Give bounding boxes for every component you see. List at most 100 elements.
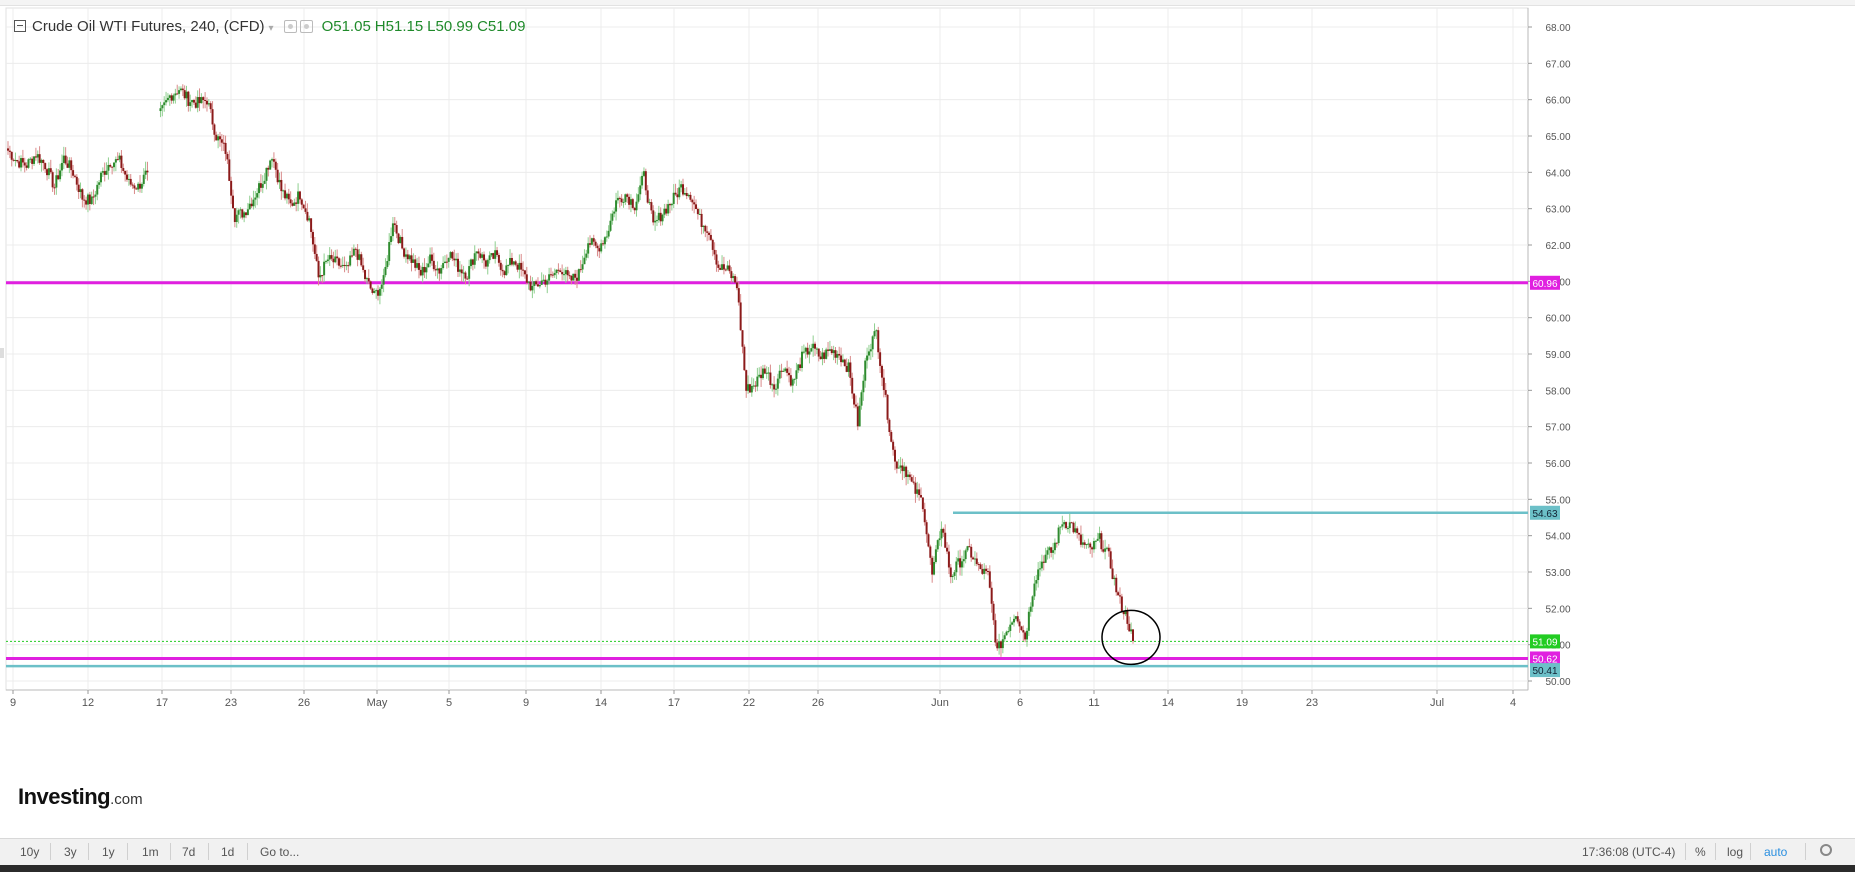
y-tick-label: 65.00 (1545, 132, 1570, 143)
range-1m-button[interactable]: 1m (142, 845, 159, 859)
horizontal-lines[interactable] (6, 281, 1528, 668)
y-tick-label: 54.00 (1545, 532, 1570, 543)
y-tick-label: 66.00 (1545, 96, 1570, 107)
candle-body (832, 350, 835, 354)
candle-body (667, 204, 670, 214)
candle-body (756, 376, 759, 387)
candle-body (815, 348, 818, 350)
candle-body (168, 95, 171, 98)
candle-body (590, 238, 593, 245)
candle-body (414, 259, 417, 268)
x-axis[interactable]: 9 12 17 23 26 May 5 9 14 17 22 26 Jun 6 11 14 19 23 Jul 4 (10, 690, 1516, 709)
collapse-icon[interactable] (14, 20, 26, 33)
candle-body (802, 351, 805, 353)
symbol-title[interactable]: Crude Oil WTI Futures, 240, (CFD) (32, 18, 265, 35)
candle-body (812, 343, 815, 349)
candle-body (745, 370, 748, 391)
go-to-button[interactable]: Go to... (260, 845, 300, 859)
candle-body (960, 561, 963, 568)
candle-body (1070, 522, 1073, 524)
range-1d-button[interactable]: 1d (221, 845, 235, 859)
range-1y-button[interactable]: 1y (102, 845, 115, 859)
price-chart[interactable]: 68.0067.0066.0065.0064.0063.0062.0061.00… (0, 0, 1855, 838)
candle-body (189, 102, 192, 106)
candle-body (60, 162, 63, 171)
candle-body (449, 252, 452, 258)
annotations[interactable] (0, 348, 1161, 666)
candle-body (970, 546, 973, 558)
candle-body (925, 522, 928, 535)
candle-body (103, 171, 106, 175)
candle-body (14, 159, 17, 161)
candle-body (520, 262, 523, 270)
candle-body (897, 467, 900, 469)
candle-body (947, 551, 950, 568)
candle-body (1039, 568, 1042, 570)
candle-body (1018, 621, 1021, 627)
candle-body (795, 370, 798, 379)
settings-icon[interactable] (299, 19, 313, 33)
candle-body (518, 262, 521, 270)
candle-body (403, 248, 406, 257)
candle-body (1009, 624, 1012, 631)
candle-body (704, 225, 707, 232)
candle-body (644, 171, 647, 191)
x-tick-label: 17 (668, 697, 680, 709)
candle-body (810, 348, 813, 352)
candle-body (596, 245, 599, 249)
candle-body (1048, 547, 1051, 551)
candle-body (1066, 528, 1069, 530)
candle-body (442, 263, 445, 269)
candle-body (259, 183, 262, 188)
candle-body (562, 274, 565, 276)
candle-body (536, 284, 539, 287)
percent-scale-toggle[interactable]: % (1695, 845, 1706, 859)
candle-body (416, 263, 419, 268)
candle-body (594, 241, 597, 246)
candle-body (735, 282, 738, 289)
candle-body (196, 97, 199, 108)
candle-body (514, 261, 517, 265)
candle-body (771, 384, 774, 386)
candle-body (996, 642, 999, 649)
candle-body (998, 641, 1001, 649)
candle-body (310, 218, 313, 232)
candle-body (719, 267, 722, 270)
candle-body (817, 348, 820, 357)
candle-body (258, 183, 261, 194)
candle-body (59, 170, 62, 180)
candle-body (613, 211, 616, 214)
eye-icon[interactable] (283, 19, 297, 33)
y-axis[interactable]: 68.0067.0066.0065.0064.0063.0062.0061.00… (1528, 23, 1571, 688)
candle-body (412, 259, 415, 263)
candle-body (464, 272, 467, 279)
log-scale-toggle[interactable]: log (1727, 845, 1744, 859)
candle-body (1124, 611, 1127, 615)
candle-body (423, 266, 426, 273)
candle-body (443, 261, 446, 264)
range-3y-button[interactable]: 3y (64, 845, 77, 859)
chevron-down-icon[interactable]: ▾ (268, 23, 274, 34)
candle-body (380, 284, 383, 289)
scroll-handle[interactable] (0, 348, 4, 358)
candle-body (483, 254, 486, 261)
taskbar-strip (0, 865, 1855, 872)
candle-body (782, 370, 785, 372)
candle-body (16, 159, 19, 162)
auto-scale-toggle[interactable]: auto (1764, 845, 1788, 859)
candle-body (516, 264, 519, 270)
candle-body (479, 253, 482, 258)
clock-timezone[interactable]: 17:36:08 (UTC-4) (1582, 845, 1676, 859)
candle-body (1078, 532, 1081, 535)
y-tick-label: 63.00 (1545, 205, 1570, 216)
range-7d-button[interactable]: 7d (182, 845, 196, 859)
plot-frame (5, 7, 1529, 691)
candle-body (838, 353, 841, 356)
candle-body (609, 220, 612, 231)
candle-body (637, 194, 640, 202)
candle-body (427, 263, 430, 268)
gear-icon[interactable] (1820, 844, 1832, 856)
annotation-circle[interactable] (1101, 609, 1161, 666)
candle-body (7, 148, 9, 151)
range-10y-button[interactable]: 10y (20, 845, 40, 859)
